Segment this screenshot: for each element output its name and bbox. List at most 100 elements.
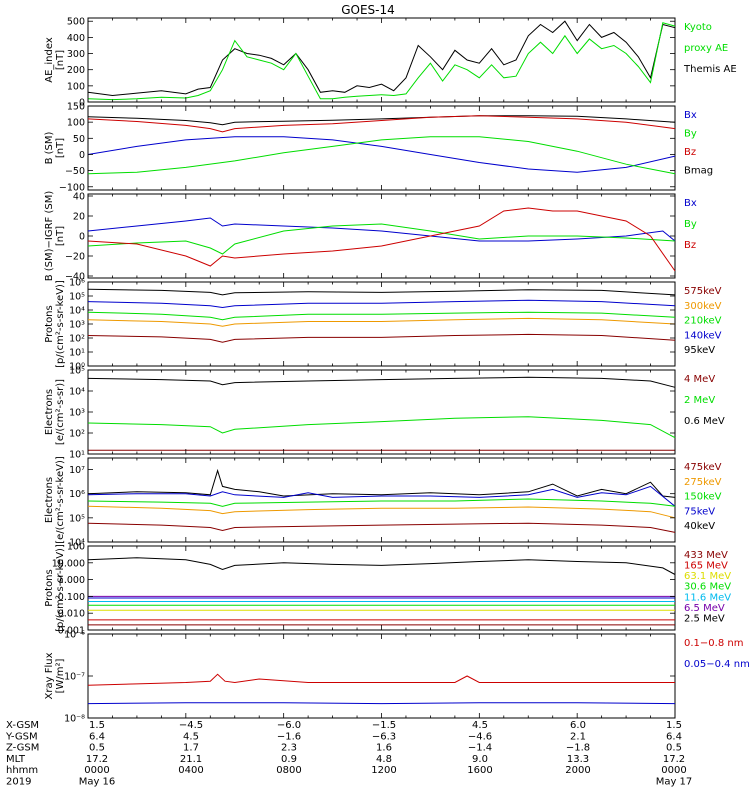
ephemeris-value: 17.2 xyxy=(86,754,108,765)
y-tick-label: −20 xyxy=(65,252,85,263)
y-tick-label: 10¹ xyxy=(69,450,85,461)
panel-AE: 500 400 300 200 100 0 AE_index [nT] Kyoto proxy A… xyxy=(44,17,737,109)
legend-entry: 140keV xyxy=(684,330,722,341)
ephemeris-value: 6.4 xyxy=(666,731,682,742)
y-tick-label: 0 xyxy=(79,98,85,109)
y-tick-label: 10.000 xyxy=(52,558,85,569)
y-tick-label: 10⁵ xyxy=(69,366,85,377)
y-tick-label: 150 xyxy=(67,102,85,113)
legend-entry: 300keV xyxy=(684,301,722,312)
y-tick-label: 10⁶ xyxy=(69,278,85,289)
series-line-1 xyxy=(87,22,676,101)
ephemeris-value: −1.5 xyxy=(372,720,396,731)
ephemeris-value: 9.0 xyxy=(472,754,488,765)
legend-entry: Kyoto xyxy=(684,22,712,33)
legend-entry: 2 MeV xyxy=(684,395,715,406)
legend-entry: 40keV xyxy=(684,521,715,532)
legend-entry: Bx xyxy=(684,110,697,121)
series-line-0 xyxy=(87,288,676,296)
series-line-2 xyxy=(87,207,676,272)
y-tick-label: 100 xyxy=(67,118,85,129)
y-tick-label: 20 xyxy=(73,212,85,223)
series-line-1 xyxy=(87,702,676,705)
y-axis-unit: [p/(cm²-s-sr-keV)] xyxy=(55,280,66,368)
y-axis-label: Electrons xyxy=(44,477,55,523)
series-line-2 xyxy=(87,498,676,507)
ephemeris-value: 1.6 xyxy=(376,743,392,754)
y-axis-label: Xray Flux xyxy=(44,652,55,699)
panel-Electrons_high: 10⁵ 10⁴ 10³ 10² 10¹ Electrons [e/(cm²-s-sr)] 4 … xyxy=(44,366,725,461)
ephemeris-table: X-GSM 1.5 −4.5 −6.0 −1.5 4.5 6.0 1.5 Y-GSM 6.4 4.5… xyxy=(5,720,692,788)
legend-entry: By xyxy=(684,219,697,230)
legend-entry: 6.5 MeV xyxy=(684,603,725,614)
series-line-0 xyxy=(87,673,675,686)
y-tick-label: 10² xyxy=(69,334,85,345)
legend-entry: 0.1−0.8 nm xyxy=(684,638,743,649)
ephemeris-value: 1600 xyxy=(467,765,492,776)
series-line-3 xyxy=(87,136,676,175)
ephemeris-value: 1.7 xyxy=(183,743,199,754)
ephemeris-value: 6.0 xyxy=(570,720,586,731)
series-line-2 xyxy=(87,311,676,321)
legend-entry: proxy AE xyxy=(684,43,728,54)
series-line-4 xyxy=(87,333,676,343)
legend-entry: 275keV xyxy=(684,477,722,488)
legend-entry: Bz xyxy=(684,147,696,158)
ephemeris-value: 17.2 xyxy=(663,754,685,765)
y-tick-label: 1.000 xyxy=(58,575,85,586)
panel-Electrons_low: 10⁷ 10⁶ 10⁵ 10⁴ Electrons [e/(cm²-s-sr-keV)] 4… xyxy=(44,456,722,548)
series-line-3 xyxy=(87,317,676,327)
y-tick-label: 0 xyxy=(79,232,85,243)
ephemeris-row-label: 2019 xyxy=(6,777,31,788)
series-line-1 xyxy=(87,223,676,255)
legend-entry: 2.5 MeV xyxy=(684,613,725,624)
legend-entry: 30.6 MeV xyxy=(684,582,731,593)
panel-B_SM: 150 100 50 0 −50 −100 B (SM) [nT] Bx By Bz Bmag xyxy=(44,102,713,194)
y-tick-label: 10⁵ xyxy=(69,292,85,303)
y-tick-label: 10⁶ xyxy=(69,489,85,500)
y-tick-label: 10⁴ xyxy=(69,306,85,317)
ephemeris-value: 1.5 xyxy=(89,720,105,731)
panel-frame xyxy=(87,457,676,543)
y-tick-label: −40 xyxy=(65,272,85,283)
ephemeris-value: 4.5 xyxy=(472,720,488,731)
series-line-1 xyxy=(87,485,676,507)
panel-frame xyxy=(87,633,676,719)
y-tick-label: 10¹ xyxy=(69,348,85,359)
panel-frame xyxy=(87,17,676,103)
y-axis-unit: [W/m²] xyxy=(55,658,66,693)
figure-title: GOES-14 xyxy=(341,3,395,17)
legend-entry: 0.05−0.4 nm xyxy=(684,659,750,670)
legend-entry: 165 MeV xyxy=(684,561,728,572)
ephemeris-value: 1200 xyxy=(371,765,396,776)
ephemeris-value: 4.5 xyxy=(183,731,199,742)
legend-entry: 150keV xyxy=(684,492,722,503)
y-tick-label: 40 xyxy=(73,192,85,203)
ephemeris-row-label: Y-GSM xyxy=(5,731,38,742)
y-tick-label: 200 xyxy=(67,65,85,76)
y-tick-label: 0.001 xyxy=(58,626,85,637)
y-axis-label: B (SM)−IGRF (SM) xyxy=(44,191,55,282)
ephemeris-value: 0000 xyxy=(661,765,686,776)
series-line-1 xyxy=(87,416,676,439)
y-tick-label: 10⁴ xyxy=(69,387,85,398)
y-tick-label: 50 xyxy=(73,134,85,145)
ephemeris-value: −4.6 xyxy=(468,731,492,742)
series-line-0 xyxy=(87,217,676,242)
ephemeris-value: 6.4 xyxy=(89,731,105,742)
legend-entry: 210keV xyxy=(684,316,722,327)
y-axis-label: Electrons xyxy=(44,389,55,435)
ephemeris-value: 21.1 xyxy=(180,754,202,765)
ephemeris-value: 4.8 xyxy=(376,754,392,765)
legend-entry: 11.6 MeV xyxy=(684,592,731,603)
y-tick-label: −100 xyxy=(59,182,85,193)
panel-frame xyxy=(87,545,676,631)
y-axis-label: Protons xyxy=(44,305,55,342)
ephemeris-value: −6.3 xyxy=(372,731,396,742)
y-axis-unit: [nT] xyxy=(55,50,66,70)
y-tick-label: 300 xyxy=(67,49,85,60)
y-tick-label: 100 xyxy=(67,542,85,553)
ephemeris-value: 13.3 xyxy=(567,754,589,765)
